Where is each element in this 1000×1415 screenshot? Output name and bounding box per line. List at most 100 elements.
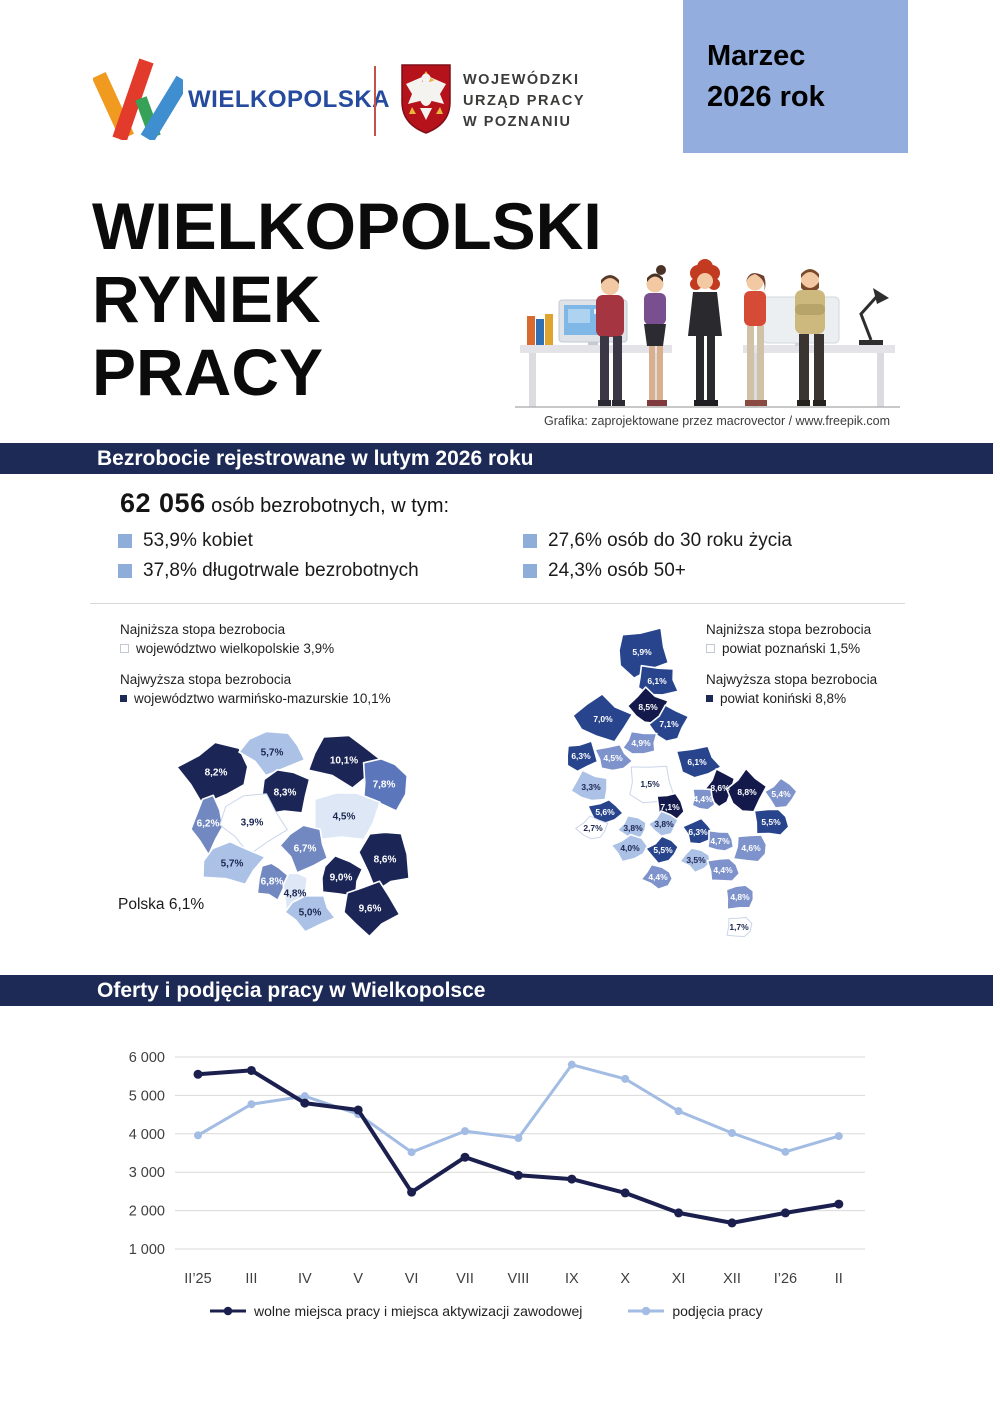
x-axis-tick-label: I’26 (774, 1271, 797, 1287)
page-title: WIELKOPOLSKI RYNEK PRACY (92, 189, 602, 409)
map-region-label: 3,8% (654, 819, 674, 829)
map-region-label: 5,5% (653, 845, 673, 855)
map-region-label: 4,4% (648, 872, 668, 882)
map-region (575, 815, 609, 840)
map-region (279, 824, 329, 874)
map-region-label: 4,0% (620, 843, 640, 853)
line-marker-light-icon (628, 1306, 665, 1316)
map-region-label: 6,1% (647, 676, 667, 686)
stat-bullet-label: 37,8% długotrwale bezrobotnych (143, 560, 419, 581)
map-region-label: 8,5% (638, 702, 658, 712)
voivodeship-map-legend: Najniższa stopa bezrobocia województwo w… (120, 622, 391, 706)
map-region-label: 7,0% (593, 714, 613, 724)
stat-bullet-label: 27,6% osób do 30 roku życia (548, 530, 792, 551)
map-region (307, 734, 381, 789)
data-point (514, 1134, 523, 1143)
map-region-label: 7,1% (659, 719, 679, 729)
map-region-label: 4,6% (741, 843, 761, 853)
x-axis-tick-label: VI (405, 1271, 419, 1287)
map-region-label: 5,5% (761, 817, 781, 827)
poland-average-label: Polska 6,1% (118, 896, 205, 913)
map-region (707, 829, 735, 852)
map-region (190, 794, 224, 856)
map-region (640, 863, 674, 891)
map-region-label: 5,0% (299, 908, 322, 919)
chart-legend-item-hires: podjęcia pracy (628, 1303, 763, 1319)
map-region-label: 5,7% (261, 748, 284, 759)
map-region (691, 788, 716, 811)
stat-bullet-label: 24,3% osób 50+ (548, 560, 686, 581)
offers-line-chart: 1 000 2 000 3 000 4 000 5 000 6 000 II’25 III IV… (129, 1050, 865, 1287)
wielkopolska-logo-icon (93, 58, 183, 140)
map-region (586, 798, 624, 824)
map-region (202, 840, 266, 886)
y-axis-tick-label: 3 000 (129, 1165, 165, 1181)
y-axis-tick-label: 1 000 (129, 1242, 165, 1258)
map-region-label: 5,6% (595, 807, 615, 817)
map-region-label: 4,5% (603, 753, 623, 763)
data-point (728, 1129, 736, 1138)
bullet-square-icon (118, 534, 132, 548)
x-axis-tick-label: IV (298, 1271, 312, 1287)
map-region (313, 791, 381, 841)
map-region-label: 6,8% (261, 877, 284, 888)
bullet-square-icon (523, 564, 537, 578)
map-region-label: 8,8% (737, 787, 757, 797)
stat-bullet: 24,3% osób 50+ (523, 560, 878, 582)
data-point (834, 1132, 843, 1141)
legend-high-square-icon (120, 695, 127, 702)
data-point (193, 1069, 203, 1079)
map-region (675, 745, 722, 779)
map-region-label: 8,3% (274, 788, 297, 799)
map-region-label: 6,7% (294, 844, 317, 855)
x-axis-tick-label: III (245, 1271, 257, 1287)
data-point (461, 1127, 469, 1136)
section-divider-line (90, 603, 905, 604)
map-region (256, 862, 290, 902)
unemployed-count: 62 056 (120, 488, 206, 518)
map-region (706, 857, 741, 883)
map-region-label: 9,6% (359, 904, 382, 915)
map-region (681, 817, 715, 845)
map-region (644, 835, 679, 865)
wielkopolska-powiat-map: 5,9% 6,1% 8,5% 7,0% 7,1% 4,9% 6,3% 4,5% 6,1% 3,3%… (566, 627, 798, 937)
data-point (407, 1148, 416, 1157)
bullet-square-icon (118, 564, 132, 578)
map-region-label: 4,8% (730, 892, 750, 902)
x-axis-tick-label: XII (723, 1271, 741, 1287)
map-region-label: 3,9% (241, 818, 264, 829)
map-region-label: 5,7% (221, 859, 244, 870)
x-axis-tick-label: X (620, 1271, 630, 1287)
map-region-label: 5,4% (771, 789, 791, 799)
map-region-label: 3,3% (581, 782, 601, 792)
header-divider (374, 66, 376, 136)
map-region-label: 10,1% (330, 756, 358, 767)
coat-of-arms-icon (401, 64, 451, 134)
x-axis-tick-label: II (835, 1271, 843, 1287)
map-region-label: 6,1% (687, 757, 707, 767)
map-region (343, 880, 401, 938)
data-point (300, 1098, 310, 1108)
map-region-label: 4,4% (693, 794, 713, 804)
section-bar-offers: Oferty i podjęcia pracy w Wielkopolsce (0, 975, 993, 1006)
data-point (621, 1074, 630, 1083)
legend-high-square-icon (706, 695, 713, 702)
map-region-label: 4,5% (333, 812, 356, 823)
unemployed-headline: 62 056 osób bezrobotnych, w tym: (120, 488, 450, 518)
data-point (781, 1147, 790, 1156)
graphic-credit: Grafika: zaprojektowane przez macrovecto… (544, 414, 890, 428)
x-axis-tick-label: II’25 (184, 1271, 211, 1287)
data-point (567, 1060, 576, 1069)
map-region (637, 664, 680, 696)
data-point (513, 1170, 523, 1180)
y-axis-tick-label: 4 000 (129, 1127, 165, 1143)
map-region (358, 831, 410, 893)
map-region-label: 3,8% (623, 823, 643, 833)
map-region-label: 1,7% (729, 922, 749, 932)
map-region-label: 9,0% (330, 873, 353, 884)
map-region (219, 793, 288, 856)
data-point (247, 1100, 256, 1109)
map-region-label: 7,8% (373, 780, 396, 791)
map-region-label: 8,6% (374, 855, 397, 866)
data-point (300, 1092, 309, 1101)
